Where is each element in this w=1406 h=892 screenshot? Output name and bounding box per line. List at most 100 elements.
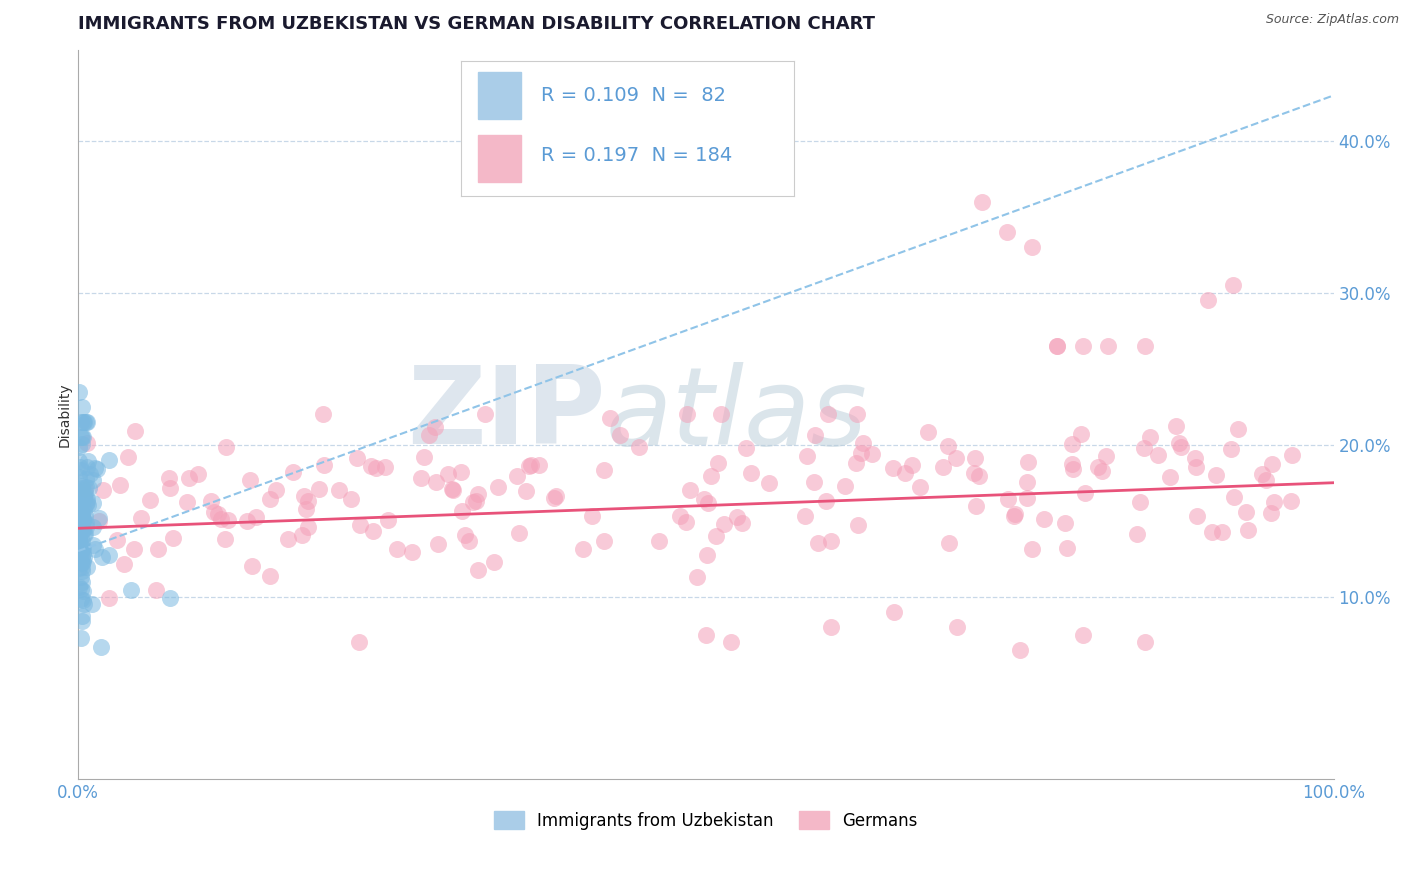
Point: [70, 481, 93, 495]
Point: [374, 460, 396, 475]
Point: [648, 534, 671, 549]
Point: [720, 635, 742, 649]
Point: [72, 512, 94, 526]
Point: [349, 517, 371, 532]
Point: [450, 466, 472, 480]
Point: [67, 500, 90, 514]
Point: [67, 561, 90, 575]
Point: [685, 570, 707, 584]
Point: [69, 485, 91, 500]
Point: [936, 439, 959, 453]
Point: [695, 627, 717, 641]
Point: [70, 575, 93, 590]
Point: [69, 570, 91, 584]
Point: [70, 508, 93, 523]
Point: [87, 511, 110, 525]
Point: [70, 507, 93, 521]
Point: [157, 471, 180, 485]
Point: [519, 458, 541, 472]
Point: [1263, 495, 1285, 509]
Point: [731, 516, 754, 530]
Point: [1234, 506, 1257, 520]
Point: [200, 494, 222, 508]
Point: [609, 428, 631, 442]
Point: [593, 463, 616, 477]
Point: [1015, 475, 1038, 490]
Point: [347, 635, 370, 649]
Point: [946, 620, 969, 634]
Point: [214, 532, 236, 546]
Point: [697, 496, 720, 510]
Point: [675, 516, 697, 530]
Point: [73, 491, 96, 506]
Point: [1087, 460, 1109, 475]
Point: [209, 512, 232, 526]
Point: [67, 529, 90, 543]
Point: [73, 526, 96, 541]
Point: [938, 536, 960, 550]
Point: [240, 559, 263, 574]
Point: [72, 583, 94, 598]
Point: [72, 508, 94, 523]
Point: [506, 469, 529, 483]
Point: [259, 568, 281, 582]
Point: [669, 508, 692, 523]
Point: [73, 503, 96, 517]
Text: ZIP: ZIP: [406, 361, 606, 467]
Point: [1021, 240, 1043, 254]
Point: [1097, 339, 1119, 353]
Point: [423, 420, 446, 434]
Point: [700, 469, 723, 483]
Point: [346, 450, 368, 465]
Point: [803, 475, 825, 489]
Point: [1281, 448, 1303, 462]
Point: [77, 454, 100, 468]
Point: [740, 466, 762, 480]
Point: [122, 541, 145, 556]
Point: [73, 597, 96, 611]
Point: [360, 458, 382, 473]
Point: [67, 533, 90, 548]
Point: [69, 515, 91, 529]
Point: [105, 533, 128, 547]
Point: [131, 510, 153, 524]
Point: [75, 472, 97, 486]
Point: [1054, 516, 1077, 530]
Point: [945, 450, 967, 465]
Point: [679, 483, 702, 497]
Point: [1017, 491, 1039, 505]
Point: [70, 494, 93, 508]
Point: [82, 598, 104, 612]
Point: [834, 479, 856, 493]
Point: [1126, 527, 1149, 541]
Point: [72, 541, 94, 556]
Point: [474, 408, 496, 422]
Point: [98, 452, 121, 467]
Point: [1223, 490, 1246, 504]
Point: [1260, 506, 1282, 520]
Point: [69, 493, 91, 508]
Point: [75, 516, 97, 530]
Point: [239, 473, 262, 487]
Point: [849, 446, 872, 460]
Point: [1129, 494, 1152, 508]
Point: [707, 456, 730, 470]
Point: [894, 466, 917, 480]
Point: [1201, 524, 1223, 539]
Point: [454, 528, 477, 542]
Point: [67, 440, 90, 454]
Point: [441, 483, 464, 497]
Point: [72, 430, 94, 444]
Point: [461, 495, 484, 509]
Point: [965, 451, 987, 466]
Point: [70, 556, 93, 570]
Point: [546, 489, 568, 503]
Point: [676, 408, 699, 422]
Point: [67, 503, 90, 517]
Point: [1021, 541, 1043, 556]
Point: [76, 459, 98, 474]
Point: [70, 555, 93, 569]
Point: [517, 458, 540, 473]
Point: [361, 524, 384, 538]
Point: [814, 494, 837, 508]
